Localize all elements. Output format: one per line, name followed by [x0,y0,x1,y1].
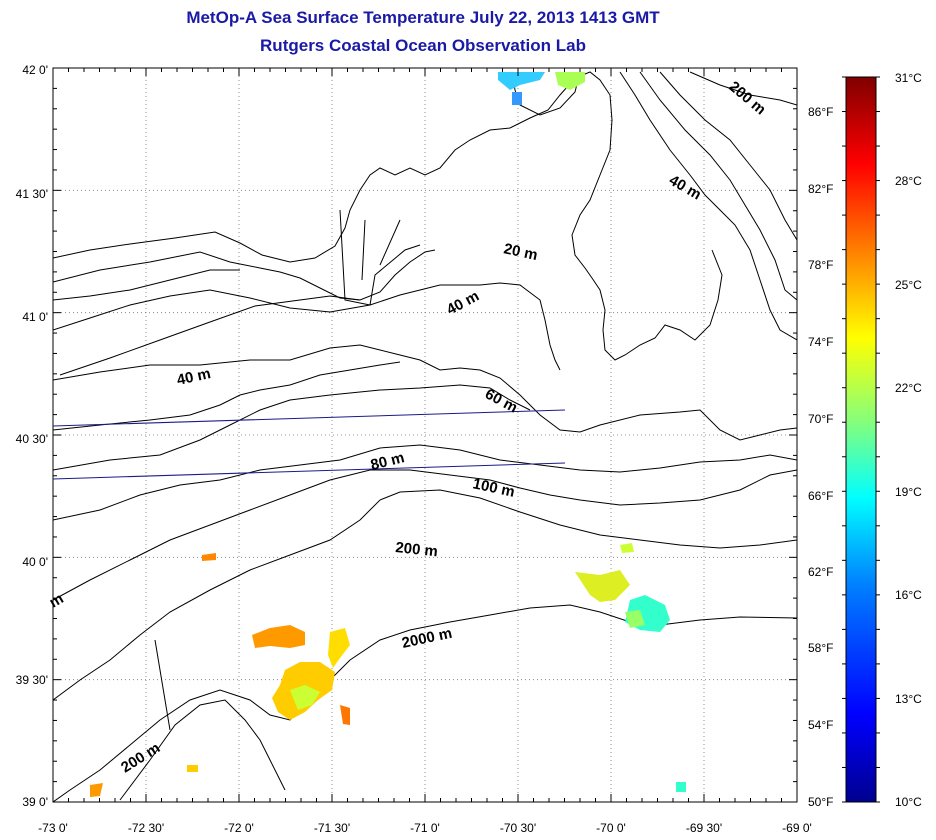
sst-data-patches [90,72,686,797]
fahrenheit-tick-label: 50°F [808,795,833,809]
lon-tick-label: -71 30' [314,821,350,835]
colorbar-labels: 10°C 13°C 16°C 19°C 22°C 25°C 28°C 31°C [895,71,922,809]
map-subtitle: Rutgers Coastal Ocean Observation Lab [260,36,586,55]
colorbar [845,76,877,803]
fahrenheit-tick-label: 78°F [808,258,833,272]
celsius-tick-label: 22°C [895,381,922,395]
lon-tick-label: -72 30' [128,821,164,835]
contour-label: 20 m [502,240,539,264]
celsius-tick-label: 16°C [895,588,922,602]
celsius-tick-label: 28°C [895,174,922,188]
fahrenheit-tick-label: 58°F [808,641,833,655]
celsius-tick-label: 19°C [895,485,922,499]
celsius-tick-label: 31°C [895,71,922,85]
lat-tick-label: 40 0' [22,555,48,569]
lat-tick-label: 42 0' [22,63,48,77]
lon-tick-label: -73 0' [38,821,68,835]
lon-tick-label: -71 0' [410,821,440,835]
celsius-tick-label: 25°C [895,278,922,292]
celsius-tick-label: 10°C [895,795,922,809]
contour-label: 40 m [175,365,212,389]
coastline-and-bathymetry [53,71,797,802]
fahrenheit-tick-label: 62°F [808,565,833,579]
lat-tick-label: 39 0' [22,795,48,809]
fahrenheit-tick-label: 74°F [808,335,833,349]
fahrenheit-tick-label: 66°F [808,489,833,503]
map-title: MetOp-A Sea Surface Temperature July 22,… [186,8,660,27]
lat-axis-labels: 39 0' 39 30' 40 0' 40 30' 41 0' 41 30' 4… [16,63,48,809]
lon-tick-label: -69 0' [782,821,812,835]
lon-axis-labels: -73 0' -72 30' -72 0' -71 30' -71 0' -70… [38,821,812,835]
contour-label: 200 m [395,539,439,560]
fahrenheit-tick-label: 54°F [808,718,833,732]
celsius-tick-label: 13°C [895,692,922,706]
fahrenheit-labels: 50°F 54°F 58°F 62°F 66°F 70°F 74°F 78°F … [808,105,833,809]
fahrenheit-tick-label: 82°F [808,182,833,196]
lat-tick-label: 39 30' [16,673,48,687]
fahrenheit-tick-label: 86°F [808,105,833,119]
lat-tick-label: 40 30' [16,432,48,446]
lon-tick-label: -70 30' [500,821,536,835]
grid-lines [53,68,797,802]
lon-tick-label: -72 0' [224,821,254,835]
fahrenheit-tick-label: 70°F [808,412,833,426]
lon-tick-label: -69 30' [686,821,722,835]
lat-tick-label: 41 30' [16,187,48,201]
lon-tick-label: -70 0' [596,821,626,835]
lat-tick-label: 41 0' [22,310,48,324]
